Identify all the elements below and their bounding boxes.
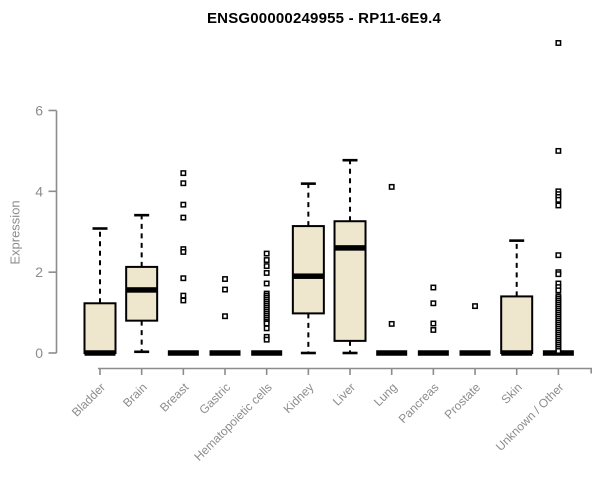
category-label: Brain <box>120 380 150 410</box>
category-label: Breast <box>157 380 192 415</box>
box <box>83 302 117 354</box>
outlier-point <box>263 270 270 276</box>
outlier-point <box>263 336 270 343</box>
outlier-point <box>180 275 187 282</box>
outlier-point <box>222 276 228 282</box>
outlier-point <box>472 303 478 310</box>
outlier-point <box>555 147 562 154</box>
outlier-point <box>388 183 395 190</box>
outlier-point <box>263 325 270 332</box>
outlier-point <box>430 320 437 327</box>
collapsed-box <box>376 350 408 356</box>
box <box>291 225 325 315</box>
outlier-point <box>555 40 562 46</box>
outlier-point <box>180 180 187 187</box>
outlier-point <box>388 320 395 327</box>
category-label: Pancreas <box>396 380 442 426</box>
category-label: Gastric <box>196 380 233 417</box>
median-line <box>334 245 366 251</box>
outlier-point <box>263 320 270 327</box>
collapsed-box <box>251 350 283 356</box>
outlier-point <box>263 250 270 257</box>
median-line <box>501 350 533 356</box>
outlier-point <box>222 313 228 320</box>
outlier-point <box>222 286 228 293</box>
category-label: Lung <box>371 380 400 409</box>
outlier-point <box>180 214 187 221</box>
outlier-point <box>555 202 562 209</box>
category-label: Prostate <box>442 380 484 422</box>
outlier-point <box>555 287 562 294</box>
box <box>125 265 159 322</box>
outlier-point <box>555 252 562 259</box>
y-tick-label: 4 <box>35 183 43 199</box>
outlier-point <box>180 297 187 304</box>
outlier-point <box>430 300 437 307</box>
outlier-point <box>430 284 437 291</box>
category-label: Hematopoietic cells <box>191 380 274 463</box>
median-line <box>292 273 324 279</box>
chart-title: ENSG00000249955 - RP11-6E9.4 <box>206 10 442 27</box>
outlier-point <box>263 280 270 287</box>
outlier-point <box>263 263 270 270</box>
outlier-point <box>555 348 562 354</box>
y-tick-label: 6 <box>35 102 43 118</box>
outlier-point <box>180 201 187 208</box>
collapsed-box <box>209 350 241 356</box>
category-label: Liver <box>330 380 358 408</box>
box <box>333 220 367 342</box>
category-label: Bladder <box>69 380 108 419</box>
outlier-point <box>180 170 187 177</box>
collapsed-box <box>167 350 199 356</box>
outlier-point <box>555 271 562 278</box>
median-line <box>126 287 158 293</box>
outlier-point <box>430 327 437 333</box>
box <box>500 295 534 354</box>
outlier-point <box>555 196 562 203</box>
y-tick-label: 2 <box>35 264 43 280</box>
y-tick-label: 0 <box>35 345 43 361</box>
outlier-point <box>180 292 187 299</box>
collapsed-box <box>417 350 449 356</box>
collapsed-box <box>459 350 491 356</box>
median-line <box>84 350 116 356</box>
outlier-point <box>180 249 187 255</box>
outlier-point <box>263 257 270 263</box>
category-label: Skin <box>498 380 524 406</box>
category-label: Kidney <box>281 380 317 416</box>
